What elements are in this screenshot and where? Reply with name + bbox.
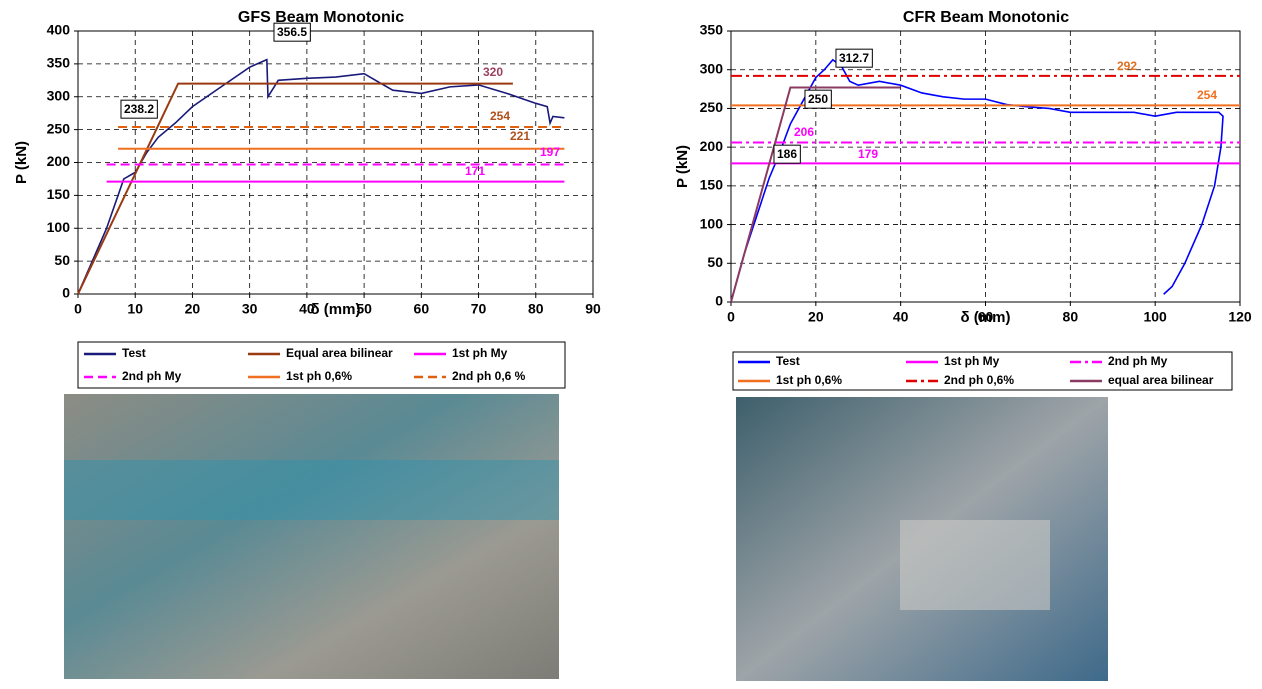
legend-label: Equal area bilinear [286, 346, 393, 360]
y-tick-label: 250 [47, 120, 71, 136]
x-tick-label: 0 [74, 301, 82, 317]
photo-gfs-beam [64, 394, 559, 679]
annotation: 292 [1117, 59, 1137, 73]
legend-label: 1st ph My [944, 354, 1000, 368]
x-tick-label: 10 [127, 301, 143, 317]
x-tick-label: 20 [808, 309, 824, 325]
photo-detail [900, 520, 1050, 610]
legend-label: 1st ph My [452, 346, 508, 360]
annotation: 312.7 [839, 51, 869, 65]
legend-label: Test [776, 354, 800, 368]
y-tick-label: 200 [47, 153, 71, 169]
chart-title: GFS Beam Monotonic [238, 9, 404, 26]
annotation: 171 [465, 164, 485, 178]
legend-label: 2nd ph My [122, 369, 182, 383]
legend-label: 1st ph 0,6% [286, 369, 352, 383]
x-tick-label: 90 [585, 301, 601, 317]
y-tick-label: 300 [47, 87, 71, 103]
annotation: 179 [858, 147, 878, 161]
y-tick-label: 200 [700, 138, 724, 154]
y-tick-label: 100 [700, 215, 724, 231]
y-tick-label: 300 [700, 60, 724, 76]
y-axis-label: P (kN) [674, 145, 691, 188]
x-tick-label: 0 [727, 309, 735, 325]
y-axis-label: P (kN) [13, 141, 30, 184]
x-tick-label: 30 [242, 301, 258, 317]
y-tick-label: 250 [700, 99, 724, 115]
x-axis-label: δ (mm) [961, 309, 1011, 326]
x-tick-label: 70 [471, 301, 487, 317]
chart-title: CFR Beam Monotonic [903, 9, 1069, 26]
annotation: 250 [808, 92, 828, 106]
legend-label: 1st ph 0,6% [776, 373, 842, 387]
y-tick-label: 150 [700, 177, 724, 193]
annotation: 238.2 [124, 102, 154, 116]
y-tick-label: 350 [47, 55, 71, 71]
x-axis-label: δ (mm) [311, 301, 361, 318]
series-line [78, 60, 564, 294]
legend-label: 2nd ph 0,6% [944, 373, 1014, 387]
x-tick-label: 100 [1143, 309, 1167, 325]
annotation: 186 [777, 147, 797, 161]
legend-label: 2nd ph 0,6 % [452, 369, 526, 383]
plot-frame [78, 31, 593, 294]
y-tick-label: 0 [715, 293, 723, 309]
annotation: 254 [490, 109, 510, 123]
y-tick-label: 100 [47, 219, 71, 235]
annotation: 221 [510, 129, 530, 143]
annotation: 197 [540, 145, 560, 159]
annotation: 320 [483, 65, 503, 79]
y-tick-label: 350 [700, 22, 724, 38]
y-tick-label: 400 [47, 22, 71, 38]
y-tick-label: 50 [54, 252, 70, 268]
x-tick-label: 20 [185, 301, 201, 317]
y-tick-label: 150 [47, 186, 71, 202]
photo-detail [64, 460, 559, 520]
annotation: 356.5 [277, 25, 307, 39]
y-tick-label: 50 [707, 254, 723, 270]
figure: GFS Beam Monotonic0501001502002503003504… [0, 0, 1262, 684]
x-tick-label: 40 [893, 309, 909, 325]
x-tick-label: 80 [1063, 309, 1079, 325]
y-tick-label: 0 [62, 285, 70, 301]
annotation: 254 [1197, 88, 1217, 102]
annotation: 206 [794, 125, 814, 139]
page: GFS Beam Monotonic0501001502002503003504… [0, 0, 1262, 689]
x-tick-label: 60 [414, 301, 430, 317]
x-tick-label: 120 [1228, 309, 1252, 325]
x-tick-label: 80 [528, 301, 544, 317]
legend-label: 2nd ph My [1108, 354, 1168, 368]
legend-label: Test [122, 346, 146, 360]
legend-label: equal area bilinear [1108, 373, 1214, 387]
